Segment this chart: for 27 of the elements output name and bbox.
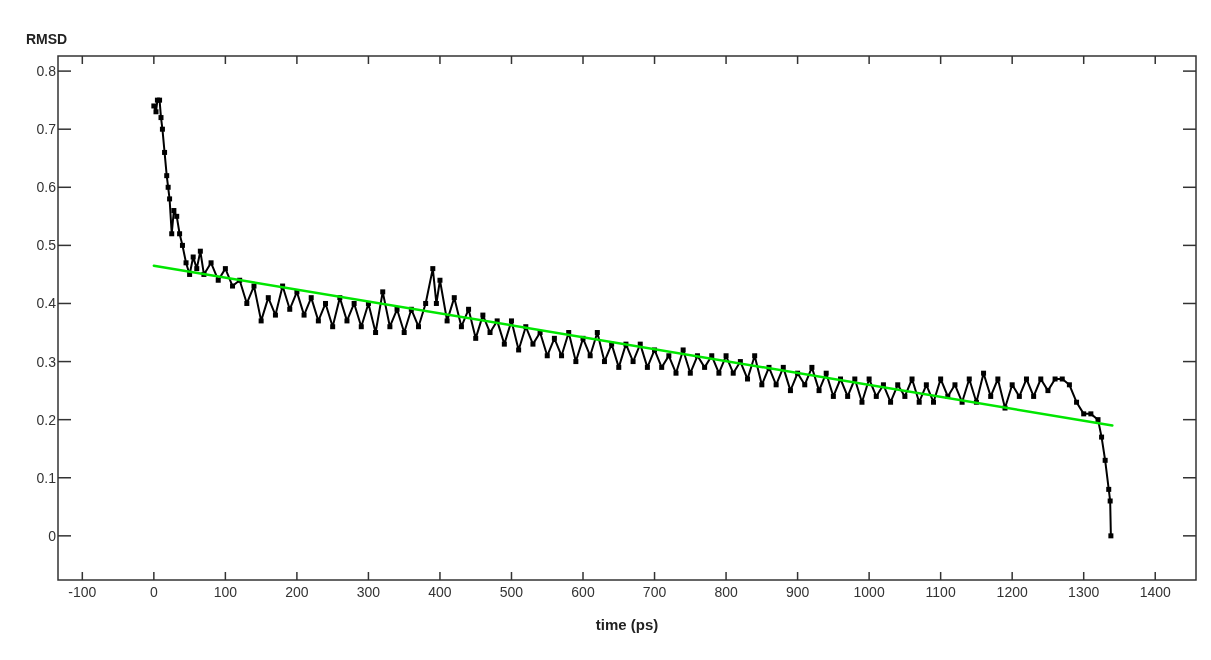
x-tick-label: 600 bbox=[571, 584, 595, 600]
x-tick-label: 700 bbox=[642, 584, 667, 600]
x-tick-label: 300 bbox=[356, 584, 381, 600]
x-tick-label: 900 bbox=[785, 584, 810, 600]
x-tick-label: -100 bbox=[68, 584, 97, 600]
x-tick-label: 1400 bbox=[1139, 584, 1172, 600]
y-tick-label: 0 bbox=[48, 527, 57, 544]
x-tick-label: 1000 bbox=[853, 584, 885, 600]
y-tick-label: 0.7 bbox=[36, 121, 57, 138]
y-tick-label: 0.3 bbox=[36, 353, 57, 370]
x-tick-label: 100 bbox=[213, 584, 238, 600]
y-tick-label: 0.1 bbox=[36, 469, 57, 486]
x-tick-label: 1300 bbox=[1068, 584, 1100, 600]
x-tick-label: 1200 bbox=[996, 584, 1028, 600]
y-tick-label: 0.6 bbox=[36, 179, 57, 196]
y-tick-label: 0.8 bbox=[36, 63, 57, 80]
y-tick-label: 0.5 bbox=[36, 237, 57, 254]
y-tick-label: 0.4 bbox=[36, 295, 57, 312]
x-tick-label: 200 bbox=[285, 584, 309, 600]
y-axis-title: RMSD bbox=[26, 31, 68, 47]
y-tick-label: 0.2 bbox=[36, 411, 57, 428]
x-axis-title: time (ps) bbox=[595, 616, 659, 633]
x-tick-label: 0 bbox=[149, 584, 158, 600]
x-tick-label: 400 bbox=[428, 584, 452, 600]
x-tick-label: 1100 bbox=[925, 584, 956, 600]
x-tick-label: 800 bbox=[714, 584, 738, 600]
x-tick-label: 500 bbox=[499, 584, 524, 600]
